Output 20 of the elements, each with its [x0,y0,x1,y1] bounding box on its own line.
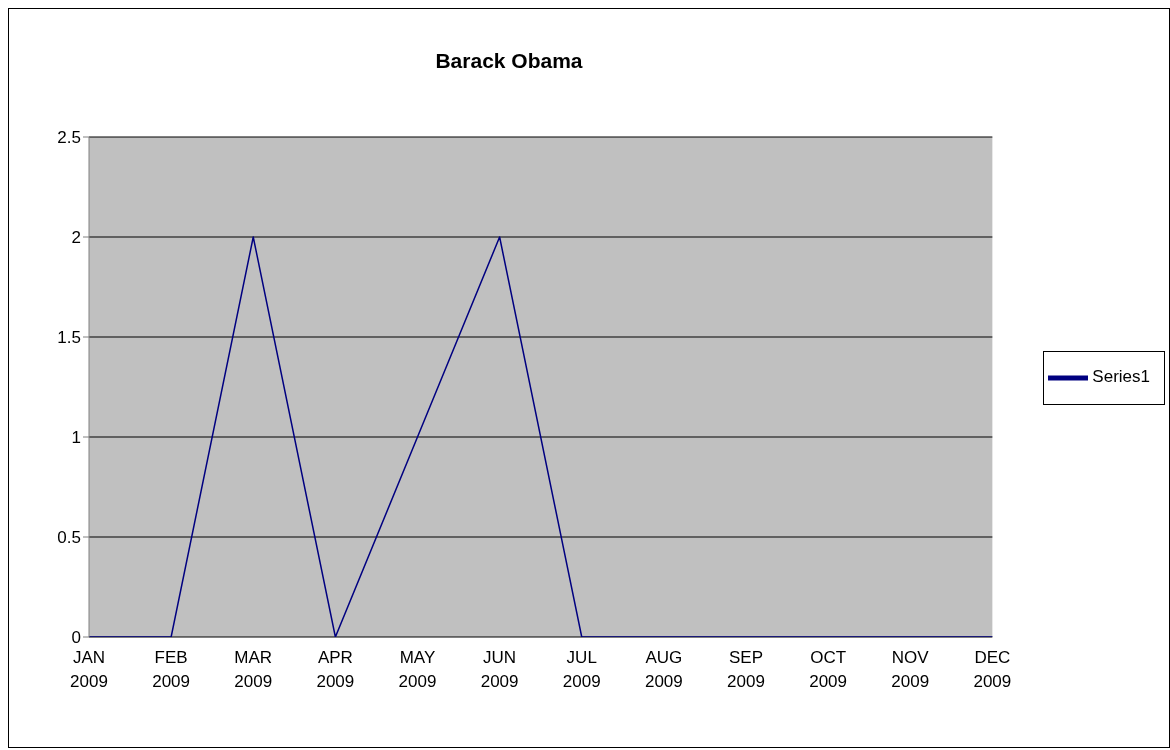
x-tick-label: FEB 2009 [152,648,191,692]
x-tick-label: JUN 2009 [480,648,519,692]
legend-label: Series1 [1092,367,1150,387]
y-tick-label: 1.5 [57,328,81,348]
y-tick-label: 2.5 [57,128,81,148]
x-tick-label: AUG 2009 [644,648,683,692]
x-tick-label: DEC 2009 [973,648,1012,692]
x-tick-label: MAR 2009 [234,648,273,692]
x-tick-label: OCT 2009 [809,648,848,692]
y-tick-label: 0 [71,628,81,648]
y-tick-label: 2 [71,228,81,248]
x-tick-label: JAN 2009 [70,648,108,692]
chart-title: Barack Obama [434,49,584,73]
y-tick-label: 0.5 [57,528,81,548]
x-tick-label: APR 2009 [316,648,355,692]
x-tick-label: JUL 2009 [562,648,601,692]
y-tick-label: 1 [71,428,81,448]
x-tick-label: NOV 2009 [891,648,930,692]
x-tick-label: MAY 2009 [398,648,437,692]
x-tick-label: SEP 2009 [727,648,765,692]
